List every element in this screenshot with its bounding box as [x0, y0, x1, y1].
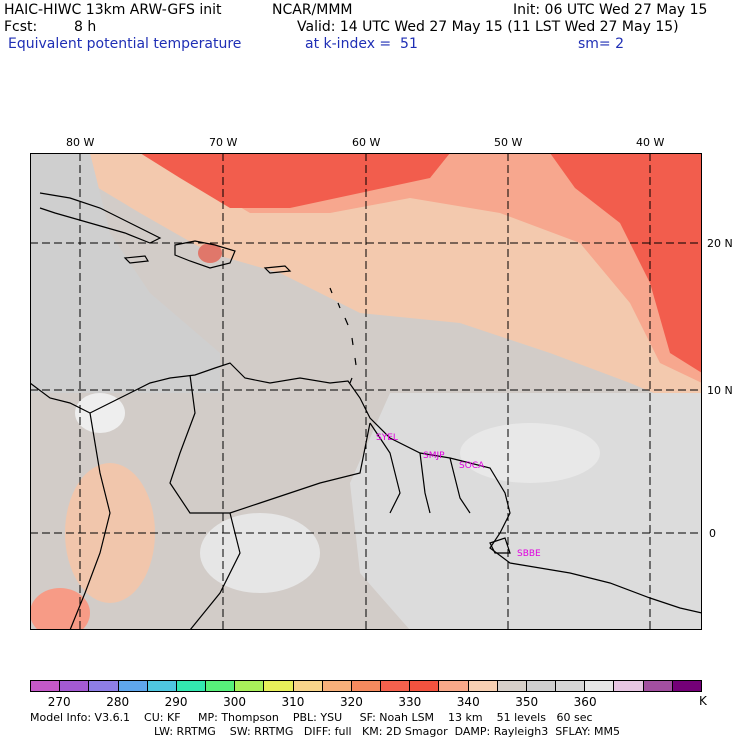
colorbar-swatch [556, 681, 586, 691]
station-smjp: SMJP [423, 451, 445, 461]
field-warm-southwest [30, 588, 90, 638]
colorbar-swatch [410, 681, 440, 691]
org-label: NCAR/MMM [272, 2, 353, 18]
level-info: at k-index = 51 [305, 36, 418, 52]
lon-label-50w: 50 W [494, 136, 523, 149]
footer-physics-info: LW: RRTMG SW: RRTMG DIFF: full KM: 2D Sm… [154, 725, 620, 738]
theta-e-map: SYEL SMJP SOCA SBBE [29, 153, 703, 638]
lon-label-40w: 40 W [636, 136, 665, 149]
colorbar-tick-label: 280 [106, 695, 130, 709]
station-syel: SYEL [376, 433, 398, 443]
field-salmon-region [160, 153, 702, 383]
station-soca: SOCA [459, 461, 485, 471]
field-lightgrey-south [350, 393, 702, 630]
field-white-patch-2 [200, 513, 320, 593]
colorbar-swatch [60, 681, 90, 691]
lon-label-70w: 70 W [209, 136, 238, 149]
colorbar-swatch [439, 681, 469, 691]
fcst-value: 8 h [74, 19, 97, 35]
station-markers: SYEL SMJP SOCA SBBE [376, 433, 541, 559]
colorbar-swatch [351, 681, 382, 691]
field-red-north [140, 153, 450, 208]
colorbar-swatch [672, 681, 701, 691]
colorbar-swatch [468, 681, 498, 691]
coastlines [29, 192, 703, 631]
footer-model-info: Model Info: V3.6.1 CU: KF MP: Thompson P… [30, 711, 593, 724]
map-gridlines [30, 153, 702, 630]
init-time: Init: 06 UTC Wed 27 May 15 [513, 2, 708, 18]
colorbar-tick-label: 320 [339, 695, 363, 709]
field-name: Equivalent potential temperature [8, 36, 242, 52]
field-grey-west [30, 153, 220, 393]
fcst-label: Fcst: [4, 19, 38, 35]
map-panel: SYEL SMJP SOCA SBBE [29, 153, 703, 638]
colorbar-swatch [176, 681, 207, 691]
colorbar-tick-label: 350 [515, 695, 539, 709]
colorbar-swatch [206, 681, 236, 691]
field-white-patch-3 [75, 393, 125, 433]
colorbar-swatch [264, 681, 294, 691]
colorbar-swatch [322, 681, 352, 691]
model-title: HAIC-HIWC 13km ARW-GFS init [4, 2, 222, 18]
colorbar-tick-label: 340 [456, 695, 480, 709]
colorbar-swatch [118, 681, 148, 691]
colorbar-tick-label: 300 [223, 695, 246, 709]
colorbar-swatch [381, 681, 411, 691]
lat-label-0: 0 [709, 527, 716, 540]
colorbar-swatch [526, 681, 557, 691]
field-warm-hispaniola [198, 243, 222, 263]
lon-label-60w: 60 W [352, 136, 381, 149]
colorbar-tick-label: 290 [164, 695, 188, 709]
colorbar-unit: K [699, 694, 707, 708]
colorbar-swatch [614, 681, 644, 691]
colorbar-tick-label: 270 [47, 695, 71, 709]
station-sbbe: SBBE [517, 549, 541, 559]
colorbar-swatch [497, 681, 527, 691]
colorbar-ticks: 270 280 290 300 310 320 330 340 350 360 [30, 695, 702, 709]
colorbar-tick-label: 360 [573, 695, 597, 709]
colorbar-tick-label: 330 [398, 695, 422, 709]
colorbar-swatch [235, 681, 265, 691]
colorbar-swatch [643, 681, 673, 691]
lat-label-20n: 20 N [707, 237, 733, 250]
lat-label-10n: 10 N [707, 384, 733, 397]
colorbar-swatch [89, 681, 119, 691]
colorbar-swatch [585, 681, 615, 691]
colorbar-swatch [293, 681, 323, 691]
colorbar [30, 680, 702, 692]
colorbar-swatch [147, 681, 177, 691]
valid-time: Valid: 14 UTC Wed 27 May 15 (11 LST Wed … [297, 19, 679, 35]
field-red-northeast [550, 153, 702, 373]
smoothing-info: sm= 2 [578, 36, 625, 52]
map-frame [30, 153, 702, 630]
colorbar-swatch [31, 681, 61, 691]
lon-label-80w: 80 W [66, 136, 95, 149]
field-white-patch-1 [460, 423, 600, 483]
colorbar-tick-label: 310 [281, 695, 305, 709]
